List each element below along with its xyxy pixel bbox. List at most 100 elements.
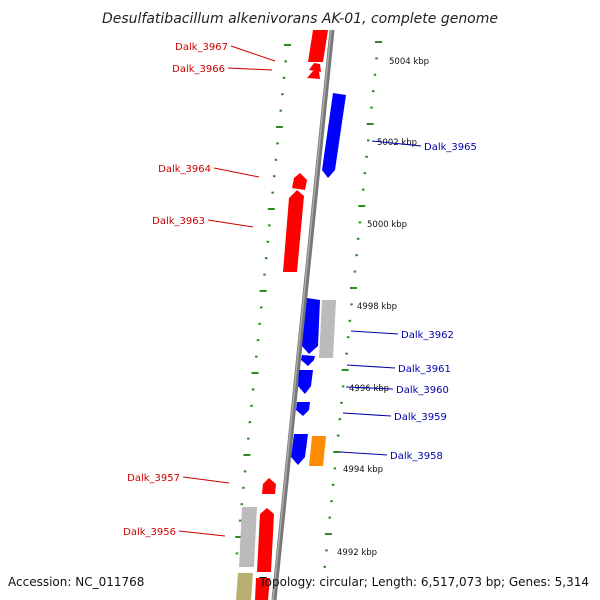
scale-tick (333, 451, 341, 453)
scale-tick (255, 355, 258, 358)
gene-label-dalk-3960[interactable]: Dalk_3960 (396, 385, 449, 396)
scale-tick (358, 205, 366, 207)
leader-line (339, 451, 388, 456)
scale-tick (340, 401, 343, 404)
accession-text: Accession: NC_011768 (8, 575, 144, 589)
scale-tick (258, 322, 261, 325)
scale-tick (259, 290, 267, 292)
scale-ticks (235, 41, 382, 568)
scale-tick (284, 60, 287, 63)
scale-label: 4992 kbp (337, 548, 377, 558)
scale-tick (356, 237, 360, 240)
scale-tick (373, 73, 377, 76)
gene-dalk-3964[interactable] (292, 173, 307, 190)
scale-tick (243, 454, 251, 456)
gene-label-dalk-3961[interactable]: Dalk_3961 (398, 364, 451, 375)
scale-label: 4998 kbp (357, 302, 397, 312)
right-gene-labels: Dalk_3965 Dalk_3962 Dalk_3961 Dalk_3960 … (339, 140, 477, 462)
scale-tick (276, 142, 279, 145)
scale-tick (238, 519, 242, 522)
gene-dalk-3959[interactable] (296, 402, 310, 416)
gene-dalk-3965[interactable] (322, 93, 346, 178)
left-gene-labels: Dalk_3967 Dalk_3966 Dalk_3964 Dalk_3963 … (123, 42, 276, 538)
gene-label-dalk-3966[interactable]: Dalk_3966 (172, 64, 225, 75)
gene-bottom-red (255, 578, 270, 600)
scale-tick (235, 536, 243, 538)
scale-tick (375, 57, 378, 60)
scale-tick (358, 221, 362, 224)
genome-backbone (271, 29, 335, 600)
scale-tick (251, 388, 255, 391)
gene-dalk-3961[interactable] (301, 355, 315, 366)
leader-line (178, 530, 226, 537)
scale-tick (271, 191, 274, 194)
scale-tick (247, 437, 250, 440)
scale-label: 4996 kbp (349, 384, 389, 394)
scale-tick (242, 486, 245, 489)
scale-tick (275, 126, 283, 128)
scale-tick (279, 109, 282, 112)
scale-tick (367, 139, 370, 142)
gene-grey-lower (239, 507, 257, 567)
leader-line (342, 412, 392, 417)
gene-label-dalk-3959[interactable]: Dalk_3959 (394, 412, 447, 423)
scale-tick (341, 369, 349, 371)
gene-features (236, 30, 346, 600)
gene-label-dalk-3956[interactable]: Dalk_3956 (123, 527, 176, 538)
gene-dalk-3960[interactable] (298, 370, 313, 394)
gene-label-dalk-3963[interactable]: Dalk_3963 (152, 216, 205, 227)
gene-dalk-3967[interactable] (308, 30, 328, 62)
gene-label-dalk-3967[interactable]: Dalk_3967 (175, 42, 228, 53)
scale-tick (263, 273, 266, 276)
gene-dalk-3963[interactable] (283, 190, 304, 272)
scale-tick (355, 254, 358, 257)
scale-tick (370, 106, 373, 109)
scale-labels: 5004 kbp 5002 kbp 5000 kbp 4998 kbp 4996… (337, 57, 429, 558)
scale-tick (324, 533, 332, 535)
gene-label-dalk-3965[interactable]: Dalk_3965 (424, 142, 477, 153)
scale-tick (325, 549, 328, 552)
gene-dalk-3958-blue[interactable] (291, 434, 308, 465)
scale-tick (348, 319, 352, 322)
scale-tick (250, 404, 253, 407)
scale-tick (284, 44, 291, 46)
scale-tick (336, 434, 340, 437)
gene-dalk-3957[interactable] (262, 478, 276, 494)
scale-tick (333, 467, 337, 470)
scale-tick (268, 224, 271, 227)
scale-tick (323, 565, 326, 568)
gene-dalk-3962[interactable] (302, 298, 320, 354)
leader-line (345, 386, 394, 390)
gene-label-dalk-3962[interactable]: Dalk_3962 (401, 330, 454, 341)
scale-tick (330, 500, 333, 503)
scale-tick (273, 175, 276, 178)
scale-label: 4994 kbp (343, 465, 383, 475)
gene-grey-upper (319, 300, 336, 358)
scale-label: 5000 kbp (367, 220, 407, 230)
scale-tick (281, 93, 284, 96)
scale-tick (331, 483, 335, 486)
gene-dalk-3966-a[interactable] (309, 63, 321, 72)
scale-tick (266, 240, 269, 243)
gene-label-dalk-3958[interactable]: Dalk_3958 (390, 451, 443, 462)
gene-dalk-3956[interactable] (257, 508, 274, 572)
scale-label: 5004 kbp (389, 57, 429, 67)
scale-tick (267, 208, 275, 210)
gene-label-dalk-3964[interactable]: Dalk_3964 (158, 164, 211, 175)
scale-tick (375, 41, 382, 43)
gene-dalk-3966-b[interactable] (307, 71, 320, 79)
scale-tick (346, 336, 350, 339)
scale-tick (353, 270, 357, 273)
scale-tick (248, 421, 252, 424)
scale-tick (338, 418, 342, 421)
scale-tick (366, 123, 374, 125)
scale-tick (282, 76, 286, 79)
gene-bottom-khaki (236, 573, 253, 600)
gene-label-dalk-3957[interactable]: Dalk_3957 (127, 473, 180, 484)
scale-tick (243, 470, 247, 473)
leader-line (227, 67, 273, 71)
gene-dalk-3958-orange[interactable] (309, 436, 326, 466)
map-title: Desulfatibacillum alkenivorans AK-01, co… (102, 11, 498, 27)
leader-line (371, 140, 422, 147)
